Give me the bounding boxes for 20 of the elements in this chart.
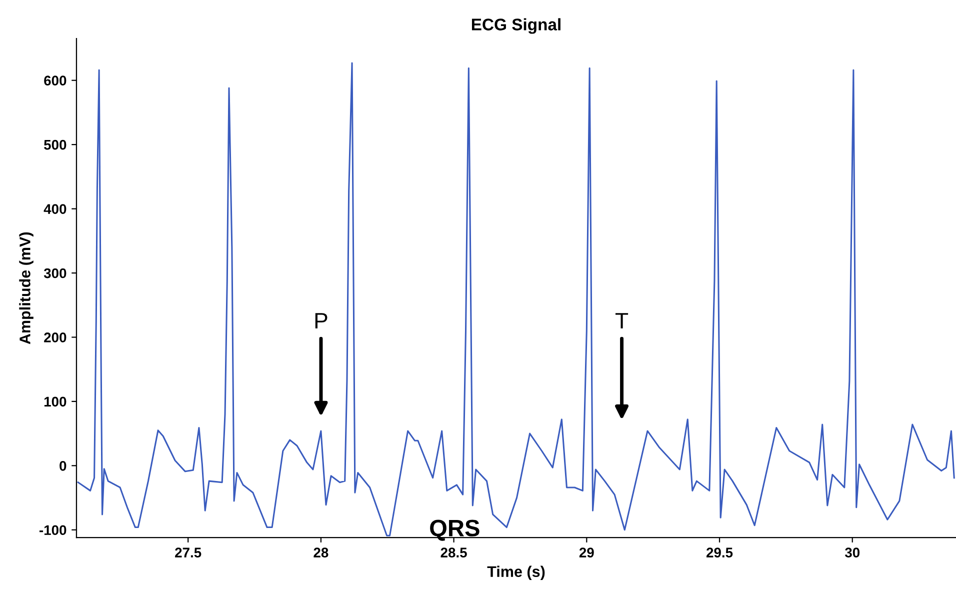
x-tick-label: 29.5: [706, 548, 733, 558]
y-tick-label: 500: [44, 140, 66, 150]
annotation: QRS: [430, 520, 480, 541]
x-axis-title: Time (s): [487, 566, 545, 580]
x-tick-label: 30: [844, 548, 860, 558]
annotation: T: [615, 313, 628, 328]
y-axis-title: Amplitude (mV): [19, 232, 34, 344]
x-tick-label: 27.5: [175, 548, 202, 558]
y-tick-label: 200: [44, 332, 66, 342]
y-tick-label: 600: [44, 76, 66, 86]
x-tick-label: 28.5: [440, 548, 467, 558]
y-tick-label: -100: [40, 525, 66, 536]
y-tick-label: 400: [44, 204, 66, 214]
y-tick-label: 0: [60, 460, 66, 471]
x-tick-label: 28: [314, 548, 328, 558]
y-tick-label: 300: [44, 268, 66, 278]
annotation: P: [315, 313, 328, 328]
y-tick-label: 100: [44, 396, 66, 407]
x-tick-label: 29: [579, 548, 594, 558]
chart-title: ECG Signal: [472, 18, 560, 34]
